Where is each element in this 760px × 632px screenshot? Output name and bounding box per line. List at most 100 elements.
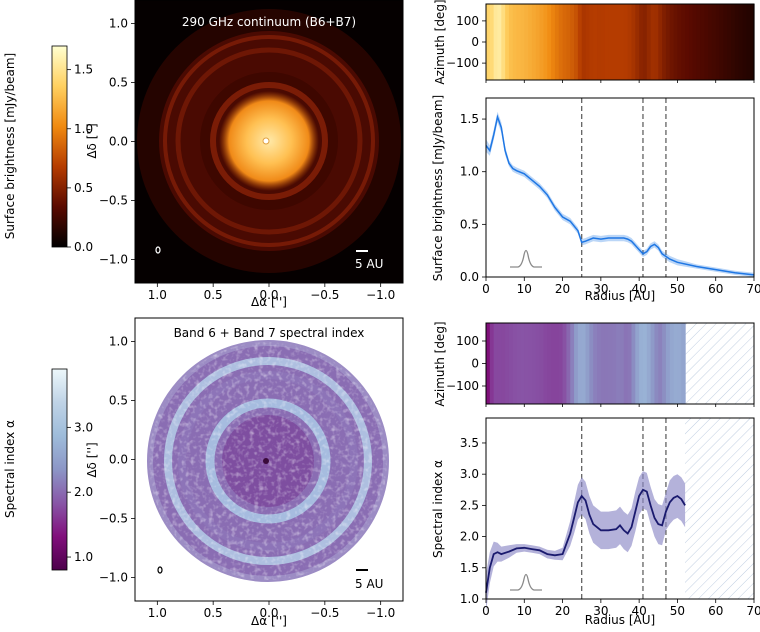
index-polar-image: [486, 323, 686, 404]
polar-strip: [577, 4, 583, 80]
polar-strip: [646, 4, 652, 80]
index-polar-ticks: 100 0 −100: [446, 334, 755, 407]
y-tick-label: 100: [456, 334, 479, 348]
polar-strip: [524, 323, 529, 404]
colorbar-tick-label: 0.5: [74, 181, 93, 195]
colorbar-continuum-bar: [51, 45, 68, 248]
y-tick-label: −100: [446, 379, 479, 393]
colorbar-spectral-index-bar: [51, 368, 68, 571]
y-tick-label: 0.0: [109, 135, 128, 149]
x-tick-label: 70: [746, 604, 760, 618]
polar-strip: [600, 323, 606, 404]
polar-strip: [535, 323, 541, 404]
polar-strip: [539, 4, 545, 80]
polar-strip: [681, 4, 686, 80]
continuum-central-cavity: [262, 137, 270, 145]
polar-strip: [562, 4, 567, 80]
polar-strip: [512, 323, 518, 404]
continuum-scalebar-label: 5 AU: [355, 257, 383, 271]
polar-strip: [551, 4, 556, 80]
x-tick-label: −0.5: [310, 606, 339, 620]
polar-strip: [623, 323, 629, 404]
index-beam: [157, 566, 163, 574]
polar-strip: [731, 4, 736, 80]
continuum-profile-background: [486, 98, 754, 277]
index-profile-panel: 0 10 20 30 40 50 60 70 1.0 1.5 2.0 2.5 3.0 3.5 Radius…: [431, 417, 760, 627]
y-tick-label: 1.0: [460, 165, 479, 179]
continuum-polar-ticks: 100 0 −100: [446, 14, 755, 83]
polar-strip: [486, 4, 491, 80]
y-tick-label: 0.5: [109, 394, 128, 408]
polar-strip: [574, 4, 579, 80]
polar-strip: [531, 323, 537, 404]
x-tick-label: 20: [555, 604, 570, 618]
index-profile-ticks: 0 10 20 30 40 50 60 70 1.0 1.5 2.0 2.5 3.0 3.5: [460, 436, 760, 618]
continuum-map-xlabel: Δα ['']: [251, 295, 287, 309]
x-tick-label: −1.0: [366, 288, 395, 302]
polar-strip: [486, 323, 491, 404]
polar-strip: [566, 4, 571, 80]
polar-strip: [635, 4, 640, 80]
x-tick-label: 20: [555, 282, 570, 296]
continuum-profile-ticks: 0 10 20 30 40 50 60 70 0.0 0.5 1.0 1.5: [460, 112, 760, 296]
continuum-polar-image: [486, 4, 755, 80]
polar-strip: [585, 323, 590, 404]
polar-strip: [543, 323, 548, 404]
polar-strip: [558, 323, 564, 404]
index-scalebar-label: 5 AU: [355, 577, 383, 591]
index-profile-uncertainty-band: [486, 471, 686, 612]
polar-strip: [608, 323, 613, 404]
colorbar-continuum: 0.0 0.5 1.0 1.5 Surface brightness [mJy/bea…: [3, 45, 93, 254]
y-tick-label: −1.0: [99, 570, 128, 584]
polar-strip: [512, 4, 518, 80]
colorbar-tick-label: 1.5: [74, 63, 93, 77]
polar-strip: [508, 4, 514, 80]
colorbar-spectral-index-ticks: 1.0 2.0 3.0: [67, 420, 93, 564]
x-tick-label: 40: [632, 604, 647, 618]
polar-strip: [604, 4, 610, 80]
polar-strip: [654, 323, 659, 404]
colorbar-tick-label: 3.0: [74, 420, 93, 434]
continuum-beam: [155, 246, 161, 254]
polar-strip: [642, 4, 648, 80]
index-profile-beam-gaussian: [510, 573, 542, 591]
index-map-panel: 5 AU Band 6 + Band 7 spectral index 1.0 0…: [85, 317, 404, 628]
index-map-ticks: 1.0 0.5 0.0 −0.5 −1.0 1.0 0.5 0.0 −0.5 −1.0: [99, 335, 395, 620]
y-tick-label: 0.0: [109, 453, 128, 467]
index-profile-ylabel: Spectral index α: [431, 460, 445, 558]
polar-strip: [581, 323, 587, 404]
continuum-polar-ylabel: Azimuth [deg]: [433, 0, 447, 85]
y-tick-label: 1.0: [109, 17, 128, 31]
polar-strip: [574, 323, 579, 404]
colorbar-tick-label: 1.0: [74, 550, 93, 564]
polar-strip: [700, 4, 705, 80]
y-tick-label: 0: [471, 357, 479, 371]
continuum-profile-beam-gaussian: [510, 249, 542, 268]
colorbar-tick-label: 1.0: [74, 122, 93, 136]
polar-strip: [708, 4, 713, 80]
y-tick-label: 2.5: [460, 498, 479, 512]
polar-strip: [658, 323, 663, 404]
polar-strip: [562, 323, 567, 404]
polar-strip: [612, 4, 617, 80]
polar-strip: [696, 4, 701, 80]
colorbar-tick-label: 2.0: [74, 485, 93, 499]
polar-strip: [688, 4, 694, 80]
polar-strip: [692, 4, 698, 80]
x-tick-label: 0.5: [204, 606, 223, 620]
polar-strip: [738, 4, 744, 80]
continuum-polar-panel: 100 0 −100 Azimuth [deg]: [433, 0, 755, 85]
continuum-profile-xlabel: Radius [AU]: [585, 289, 655, 303]
polar-strip: [654, 4, 659, 80]
polar-strip: [681, 323, 686, 404]
polar-strip: [593, 323, 598, 404]
polar-strip: [639, 4, 644, 80]
polar-strip: [673, 4, 679, 80]
y-tick-label: −0.5: [99, 193, 128, 207]
index-map-title: Band 6 + Band 7 spectral index: [174, 326, 365, 340]
polar-strip: [715, 4, 721, 80]
polar-strip: [673, 323, 679, 404]
x-tick-label: 50: [670, 604, 685, 618]
x-tick-label: 10: [517, 604, 532, 618]
